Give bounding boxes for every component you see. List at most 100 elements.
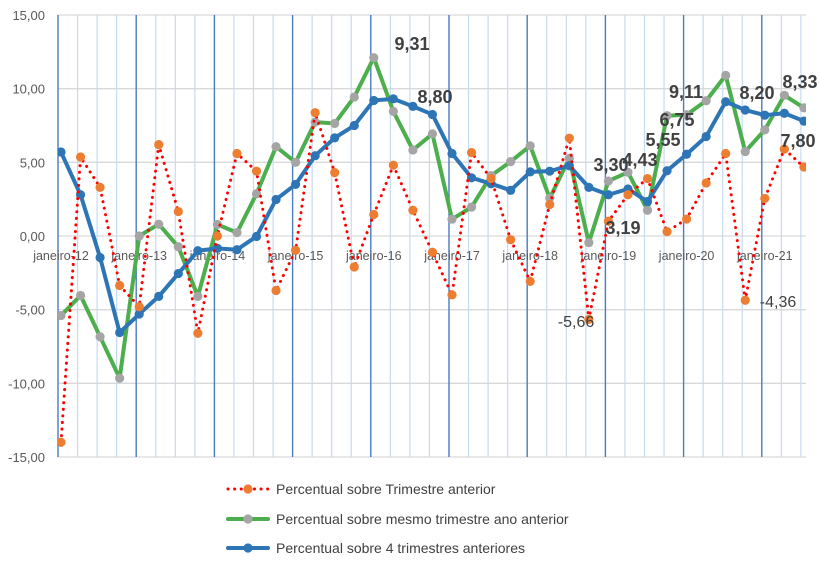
data-point <box>642 173 653 184</box>
x-tick-label: janeiro-17 <box>423 249 480 263</box>
data-point <box>740 295 750 305</box>
y-tick-label: -15,00 <box>8 450 45 465</box>
data-point <box>408 205 418 215</box>
data-point <box>388 106 398 116</box>
x-tick-label: janeiro-12 <box>32 249 89 263</box>
legend-item: Percentual sobre mesmo trimestre ano ant… <box>226 511 569 527</box>
data-point <box>173 206 183 217</box>
data-point <box>760 125 770 135</box>
data-point <box>603 190 614 200</box>
data-point <box>134 231 144 241</box>
data-point <box>545 166 555 176</box>
data-point <box>271 194 281 205</box>
data-point <box>232 228 242 238</box>
data-point <box>760 193 770 204</box>
legend-marker <box>243 484 253 494</box>
data-point <box>525 276 535 286</box>
data-point <box>115 280 125 291</box>
data-label: 9,11 <box>669 82 703 102</box>
x-tick-label: janeiro-18 <box>501 249 558 263</box>
data-point <box>779 144 789 154</box>
data-point <box>623 167 633 177</box>
data-point <box>291 245 301 255</box>
data-point <box>134 302 144 312</box>
data-point <box>154 140 164 150</box>
data-point <box>662 226 672 237</box>
data-point <box>58 437 66 447</box>
data-point <box>506 235 516 245</box>
data-point <box>701 178 711 188</box>
data-label: 6,75 <box>659 110 694 130</box>
data-point <box>740 146 750 157</box>
data-point <box>701 96 711 106</box>
data-point <box>408 101 418 111</box>
data-point <box>232 148 242 159</box>
data-point <box>193 246 203 256</box>
data-point <box>212 219 222 230</box>
data-point <box>134 309 144 319</box>
data-point <box>447 148 457 159</box>
data-label: 8,20 <box>739 83 774 103</box>
data-point <box>212 231 222 241</box>
legend-item: Percentual sobre Trimestre anterior <box>226 481 496 497</box>
data-point <box>75 290 86 301</box>
data-label: 9,31 <box>394 34 429 54</box>
data-point <box>388 160 398 170</box>
data-point <box>603 216 614 226</box>
data-point <box>408 145 418 155</box>
legend-label: Percentual sobre Trimestre anterior <box>276 481 496 497</box>
data-point <box>662 111 672 121</box>
data-point <box>721 70 731 81</box>
data-point <box>115 373 125 383</box>
y-tick-label: 15,00 <box>12 8 45 23</box>
data-point <box>349 120 359 131</box>
legend-marker <box>243 514 253 524</box>
data-point <box>154 291 164 302</box>
data-point <box>721 97 731 107</box>
data-point <box>154 219 164 229</box>
data-point <box>95 252 105 263</box>
data-label: 7,80 <box>780 131 815 151</box>
legend-label: Percentual sobre mesmo trimestre ano ant… <box>276 511 569 527</box>
data-label: 5,55 <box>645 130 680 150</box>
data-point <box>369 209 379 220</box>
data-point <box>701 131 711 142</box>
data-point <box>58 147 66 157</box>
data-point <box>466 202 477 212</box>
data-point <box>642 196 653 207</box>
data-point <box>506 156 516 167</box>
series-2 <box>58 94 806 338</box>
data-label: 4,43 <box>622 150 657 170</box>
data-point <box>506 185 516 195</box>
data-point <box>369 53 379 63</box>
data-label: 8,33 <box>782 72 817 92</box>
data-point <box>779 108 789 118</box>
data-point <box>271 285 281 296</box>
data-point <box>95 182 105 192</box>
data-point <box>291 157 301 167</box>
y-tick-label: -5,00 <box>15 303 45 318</box>
legend-item: Percentual sobre 4 trimestres anteriores <box>226 540 525 556</box>
series-0 <box>58 108 806 447</box>
series-line <box>59 111 806 444</box>
data-point <box>466 173 477 183</box>
data-point <box>369 95 379 106</box>
data-point <box>349 92 359 102</box>
data-point <box>721 148 731 159</box>
data-point <box>623 190 633 200</box>
data-label: -5,66 <box>558 314 595 331</box>
x-tick-label: janeiro-16 <box>345 249 402 263</box>
data-point <box>760 110 770 120</box>
data-point <box>349 262 359 272</box>
data-point <box>427 129 438 139</box>
legend-marker <box>243 543 253 553</box>
y-tick-label: 10,00 <box>12 82 45 97</box>
data-point <box>525 141 535 151</box>
data-point <box>682 214 692 224</box>
data-point <box>58 310 66 321</box>
data-point <box>330 133 340 143</box>
data-point <box>662 166 672 176</box>
data-point <box>310 108 320 118</box>
